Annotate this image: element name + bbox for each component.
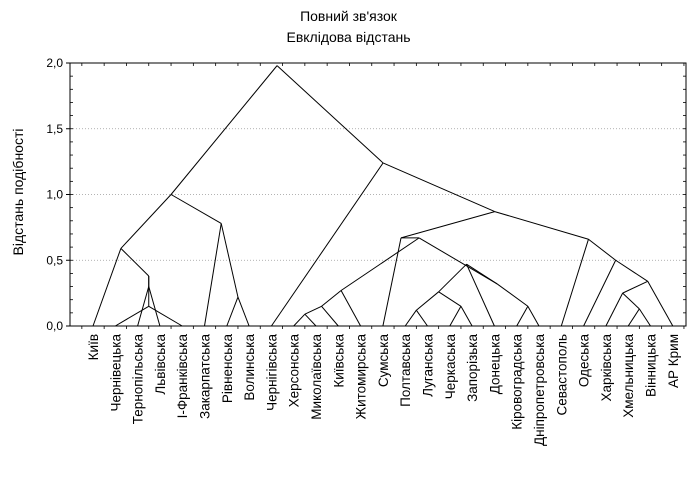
dendrogram-branch: [305, 314, 316, 326]
leaf-label: Житомирська: [354, 334, 369, 420]
dendrogram-branch: [401, 212, 495, 238]
y-tick-label: 0,0: [46, 319, 63, 333]
grid-layer: [70, 63, 686, 260]
dendrogram-branch: [238, 297, 249, 326]
dendrogram-branch: [639, 309, 650, 326]
dendrogram-branch: [322, 290, 342, 306]
dendrogram-branch: [623, 293, 640, 309]
dendrogram-branch: [383, 238, 401, 326]
dendrogram-branch: [439, 264, 467, 292]
y-tick-label: 1,5: [46, 122, 63, 136]
leaf-label: Чернігівська: [264, 334, 279, 411]
dendrogram-branch: [588, 239, 615, 260]
leaf-label: Волинська: [242, 334, 257, 401]
tree-layer: [93, 66, 673, 326]
leaf-label: Чернівецька: [108, 334, 123, 412]
leaf-label: Вінницька: [644, 334, 659, 397]
leaf-label: Херсонська: [287, 334, 302, 408]
leaf-label: Севастополь: [554, 334, 569, 416]
y-tick-label: 2,0: [46, 56, 63, 70]
dendrogram-branch: [450, 306, 461, 326]
leaf-label: Запорізька: [465, 334, 480, 402]
dendrogram-branch: [121, 195, 171, 249]
dendrogram-branch: [138, 287, 149, 326]
dendrogram-branch: [171, 66, 277, 195]
leaf-label: АР Крим: [666, 334, 681, 388]
leaf-label: Хмельницька: [621, 334, 636, 418]
dendrogram-branch: [294, 314, 305, 326]
plot-frame: [70, 63, 686, 326]
leaf-label: Рівненська: [220, 334, 235, 404]
dendrogram-branch: [461, 306, 472, 326]
leaf-label: Кіровоградська: [510, 334, 525, 430]
dendrogram-branch: [616, 260, 648, 281]
leaf-label: Тернопільська: [131, 334, 146, 425]
dendrogram-branch: [497, 284, 528, 306]
dendrogram-branch: [648, 281, 673, 326]
dendrogram-branch: [628, 309, 639, 326]
leaf-label: Харківська: [599, 334, 614, 402]
dendrogram-branch: [149, 287, 160, 326]
dendrogram-branch: [383, 163, 495, 212]
dendrogram-branch: [227, 297, 238, 326]
dendrogram-branch: [305, 306, 322, 314]
dendrogram-branch: [405, 310, 416, 326]
dendrogram-branch: [171, 195, 221, 224]
y-tick-label: 0,5: [46, 253, 63, 267]
leaf-label: Київ: [86, 334, 101, 360]
dendrogram-branch: [341, 290, 361, 326]
dendrogram-branch: [623, 281, 648, 293]
dendrogram-branch: [121, 248, 149, 276]
dendrogram-branch: [341, 238, 419, 291]
leaf-label: Одеська: [577, 334, 592, 388]
dendrogram-branch: [149, 306, 182, 326]
dendrogram-branch: [322, 306, 339, 326]
leaf-label: Сумська: [376, 334, 391, 388]
label-layer: Київ Чернівецька Тернопільська Львівська І-Ф…: [86, 334, 681, 447]
leaf-label: Закарпатська: [198, 334, 213, 419]
dendrogram-branch: [528, 306, 539, 326]
dendrogram-branch: [495, 212, 589, 240]
leaf-label: І-Франківська: [175, 334, 190, 419]
dendrogram-branch: [606, 293, 623, 326]
leaf-label: Київська: [331, 334, 346, 388]
dendrogram-branch: [115, 306, 148, 326]
dendrogram-branch: [561, 239, 588, 326]
dendrogram-branch: [205, 223, 222, 326]
dendrogram-branch: [517, 306, 528, 326]
leaf-label: Львівська: [153, 334, 168, 395]
dendrogram-branch: [277, 66, 383, 163]
leaf-label: Луганська: [421, 334, 436, 397]
dendrogram-branch: [419, 238, 497, 284]
dendrogram-branch: [416, 292, 438, 310]
leaf-label: Миколаївська: [309, 334, 324, 420]
leaf-label: Черкаська: [443, 334, 458, 400]
leaf-label: Дніпропетровська: [532, 334, 547, 446]
y-tick-label: 1,0: [46, 188, 63, 202]
leaf-label: Полтавська: [398, 334, 413, 407]
leaf-label: Донецька: [487, 334, 502, 395]
dendrogram-branch: [439, 292, 461, 306]
dendrogram-branch: [416, 310, 427, 326]
